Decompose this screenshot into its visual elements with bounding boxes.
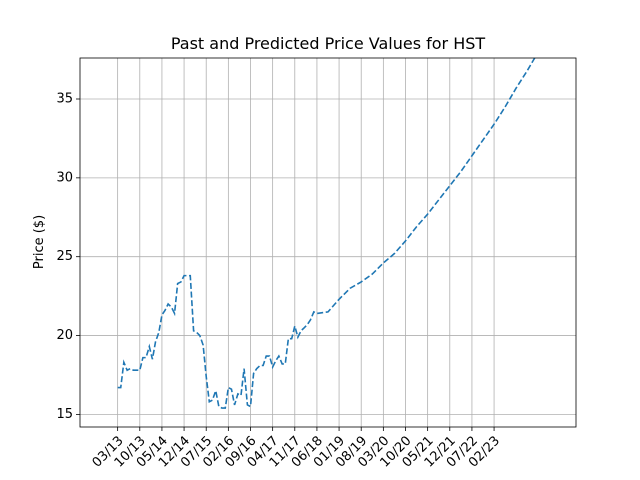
- chart-title: Past and Predicted Price Values for HST: [171, 34, 486, 53]
- x-axis-ticks: 03/1310/1305/1412/1407/1502/1609/1604/17…: [90, 427, 503, 471]
- y-axis-label: Price ($): [32, 215, 47, 269]
- y-tick-label: 15: [56, 407, 73, 422]
- grid-lines: [80, 58, 576, 427]
- y-tick-label: 30: [56, 170, 73, 185]
- y-tick-label: 25: [56, 249, 73, 264]
- axes-border: [79, 57, 577, 428]
- axes-frame: [79, 57, 577, 428]
- price-series-line: [117, 58, 536, 409]
- y-tick-label: 20: [56, 328, 73, 343]
- y-axis-ticks: 15 20 25 30 35: [56, 92, 80, 422]
- y-tick-label: 35: [56, 92, 73, 107]
- plot-area: [117, 58, 536, 409]
